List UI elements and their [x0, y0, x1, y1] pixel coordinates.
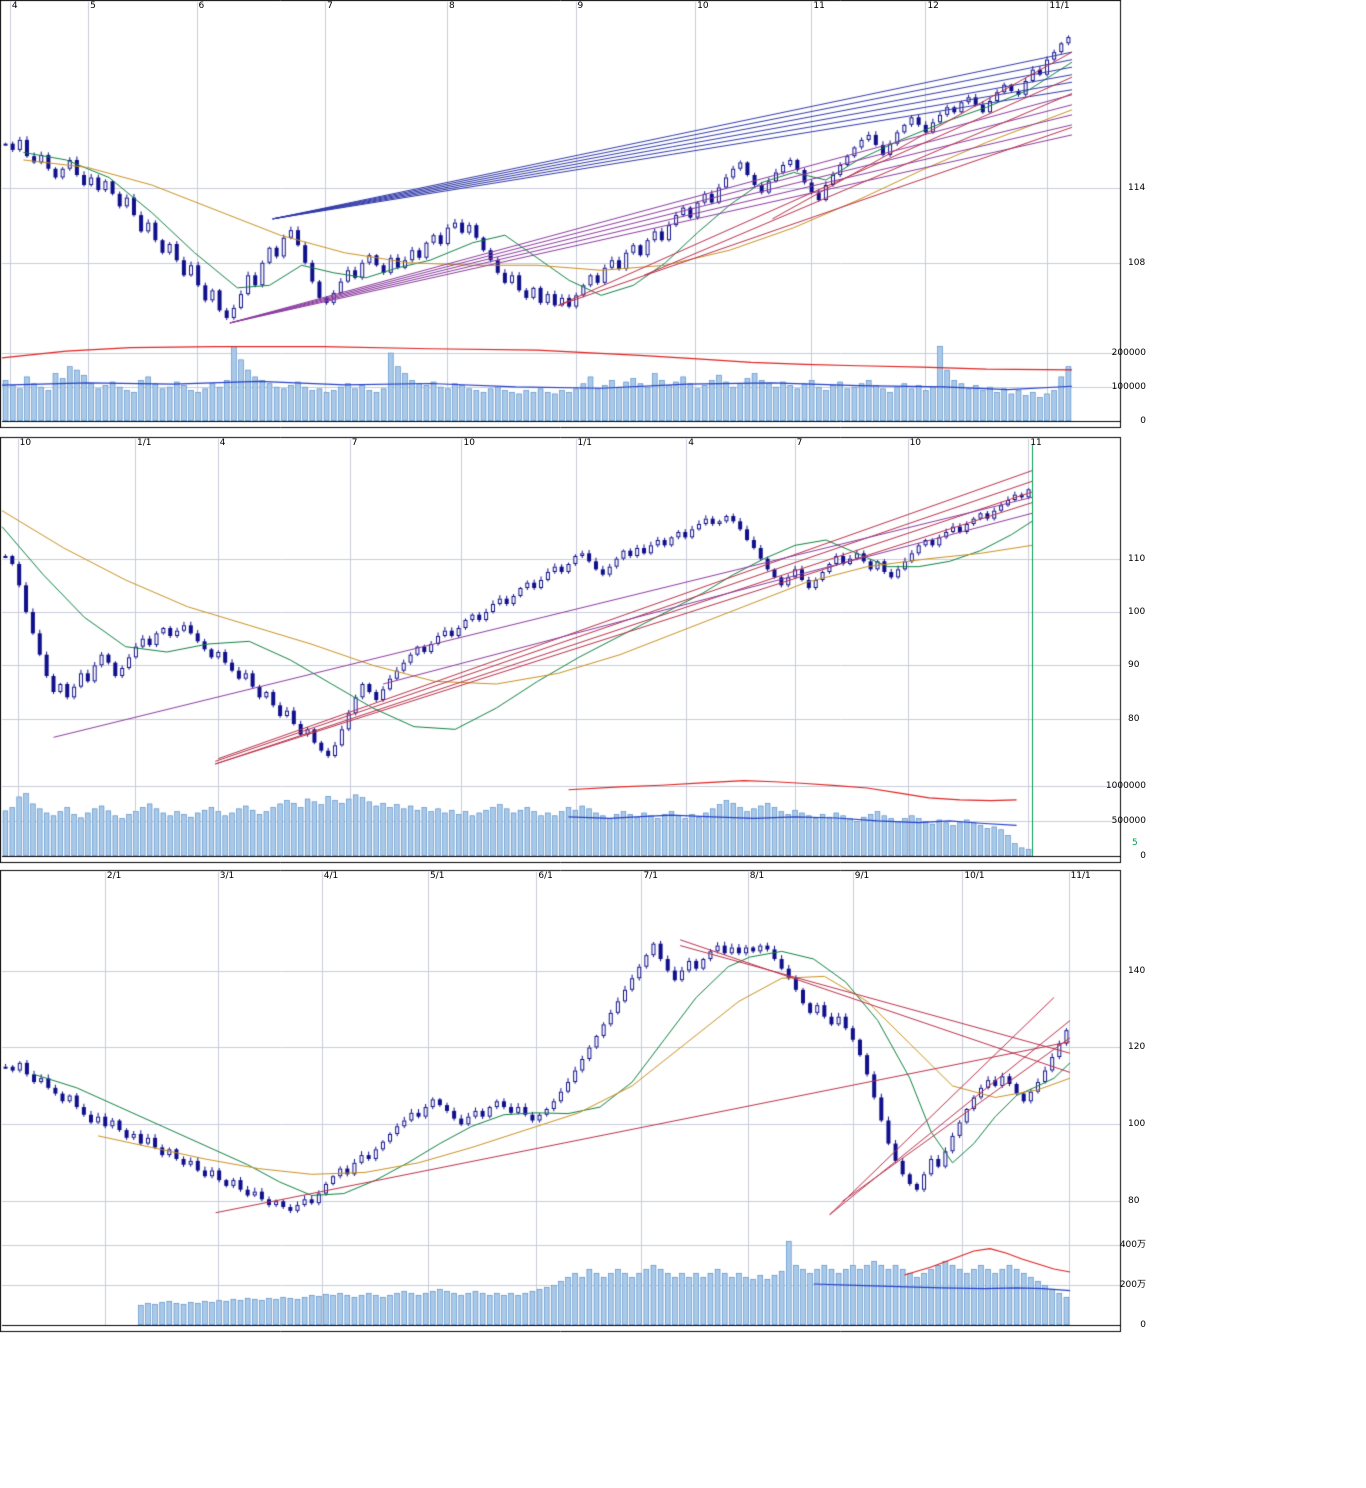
- chart-panel-weekly[interactable]: [0, 437, 1160, 863]
- chart-panel-daily-2[interactable]: [0, 870, 1160, 1332]
- chart-panel-daily-1[interactable]: [0, 0, 1160, 428]
